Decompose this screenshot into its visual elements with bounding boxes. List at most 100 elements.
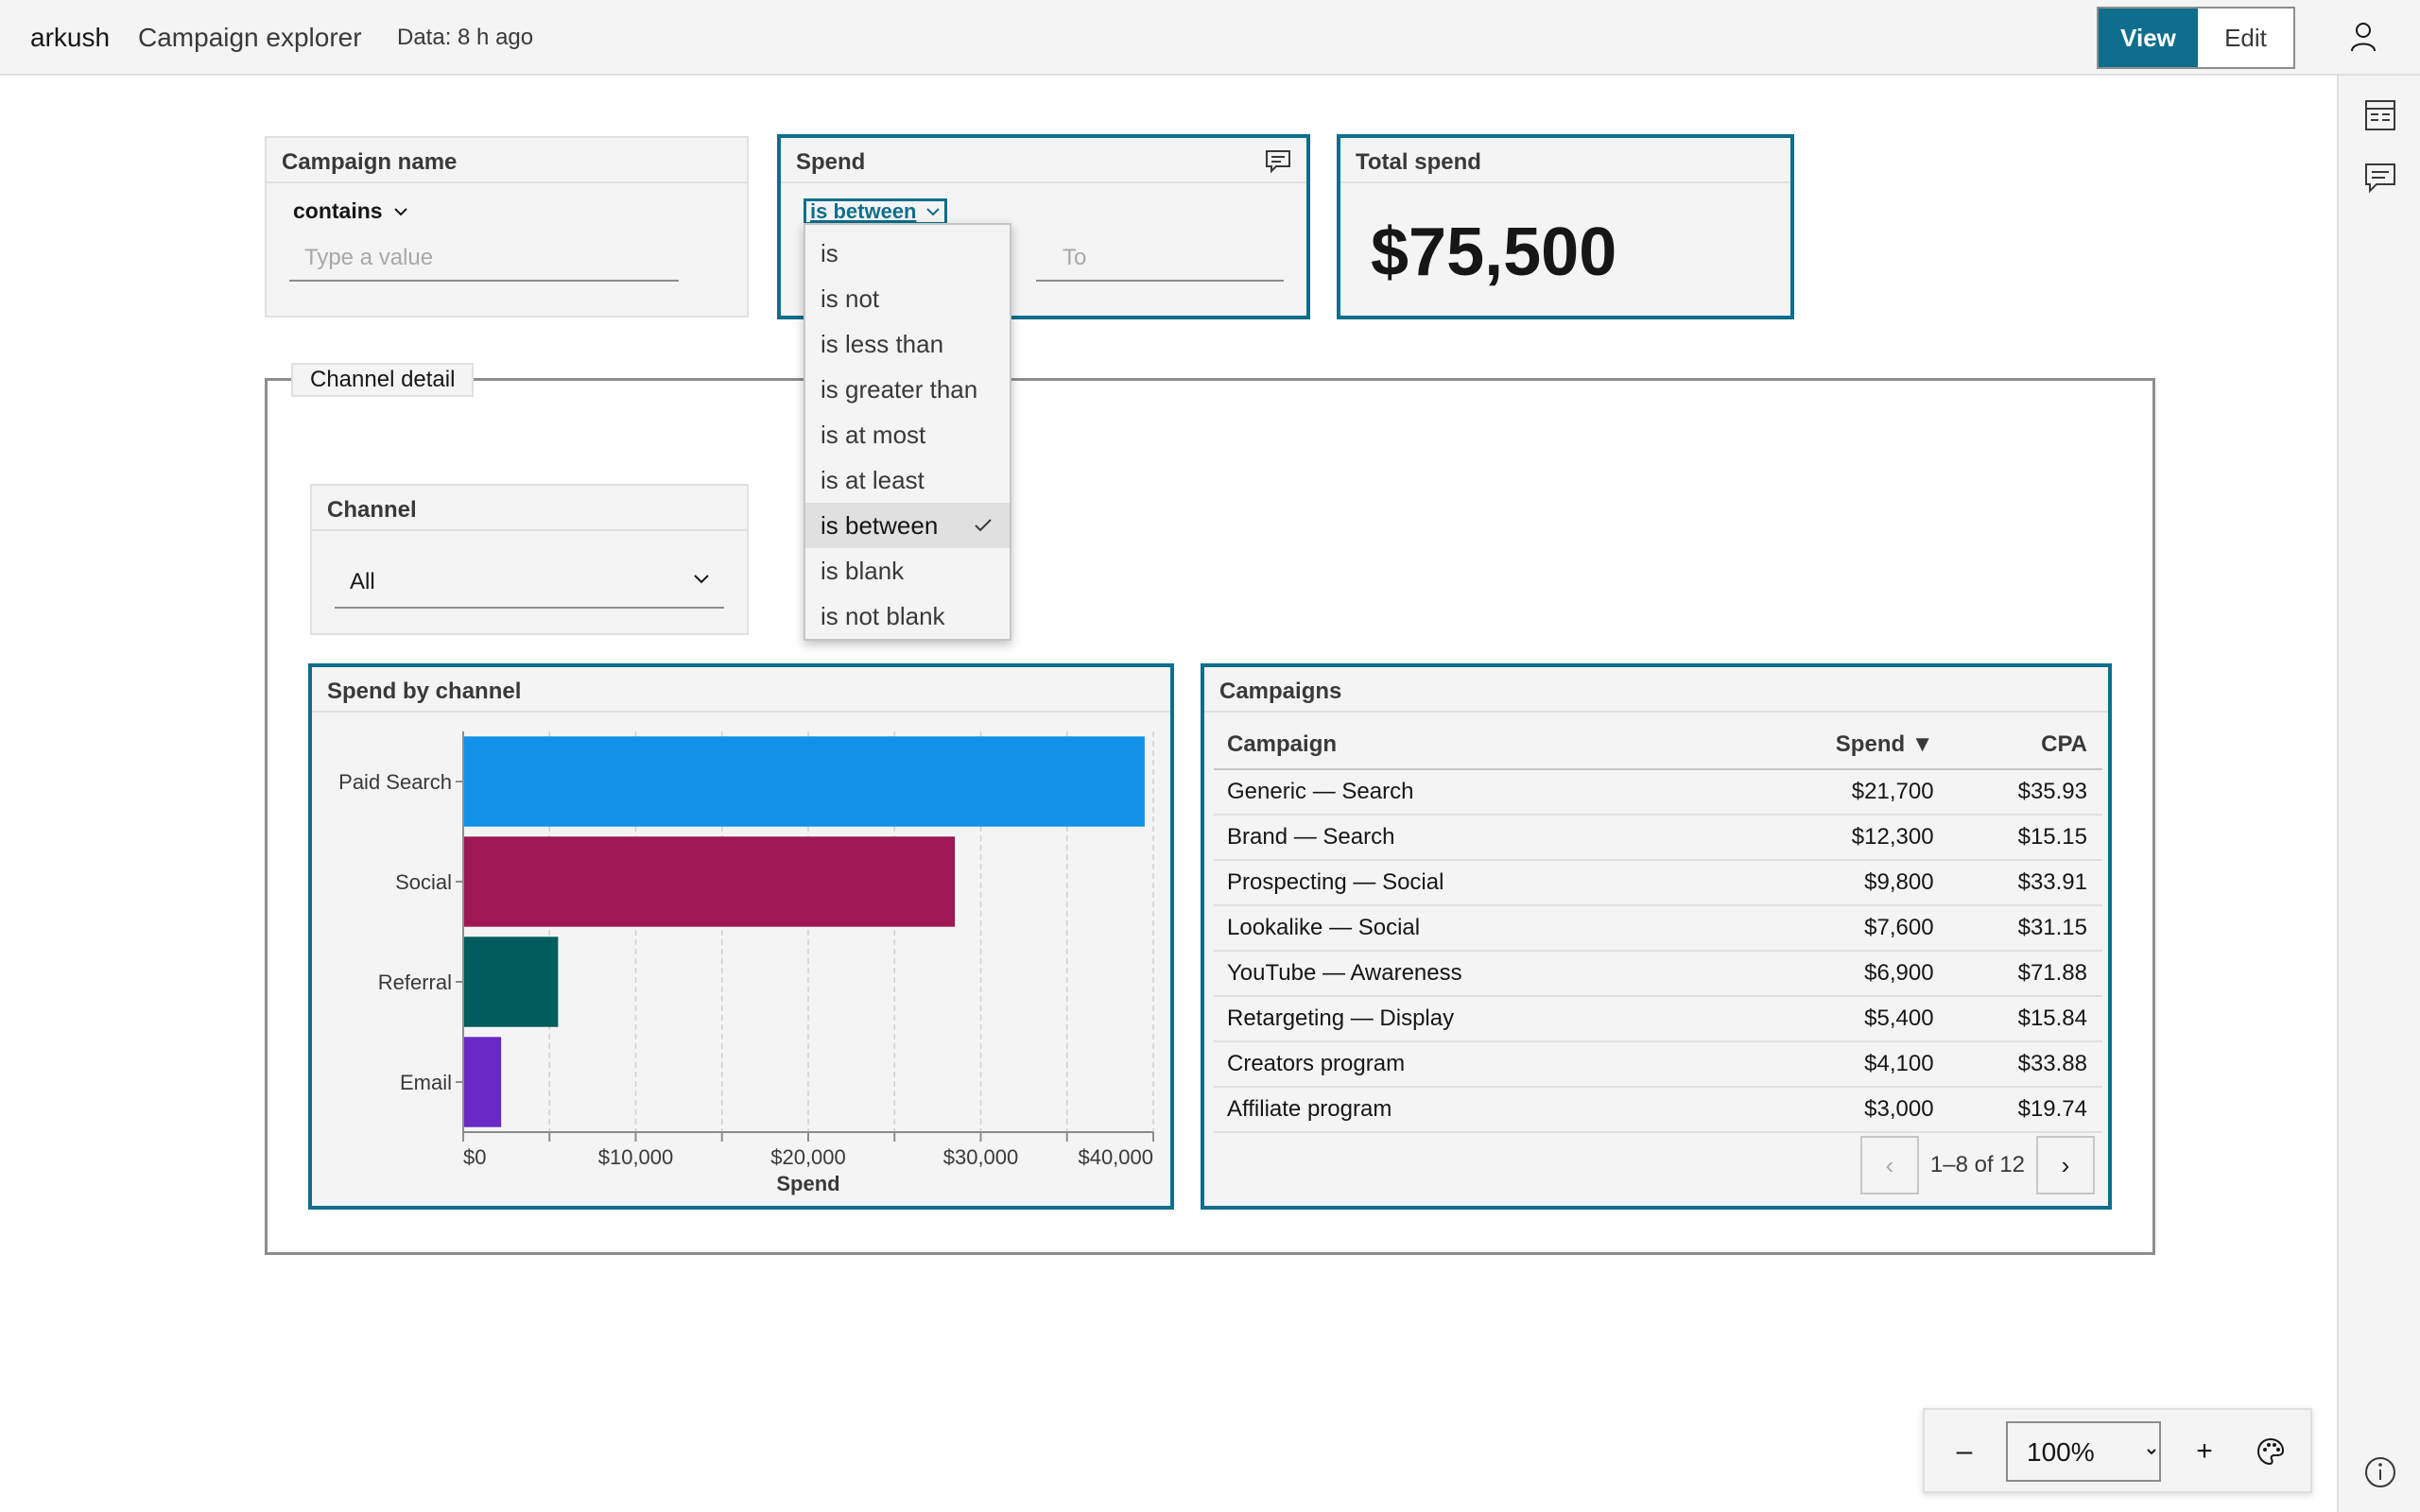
operator-select[interactable]: contains bbox=[293, 198, 409, 224]
y-tick-label: Referral bbox=[378, 971, 452, 994]
zoom-out-button[interactable]: – bbox=[1956, 1435, 1973, 1467]
prev-page-button[interactable]: ‹ bbox=[1859, 1136, 1919, 1194]
right-rail bbox=[2337, 76, 2420, 1512]
chevron-down-icon bbox=[926, 208, 941, 216]
column-header-spend[interactable]: Spend ▼ bbox=[1743, 720, 1949, 770]
menu-item[interactable]: is greater than bbox=[805, 367, 1010, 412]
filter-title: Channel bbox=[327, 497, 417, 523]
menu-item[interactable]: is blank bbox=[805, 548, 1010, 593]
operator-label: is between bbox=[810, 199, 917, 223]
info-icon[interactable] bbox=[2360, 1452, 2401, 1493]
menu-item-label: is at least bbox=[821, 466, 925, 494]
menu-item-label: is at most bbox=[821, 421, 926, 449]
menu-item[interactable]: is between bbox=[805, 503, 1010, 548]
campaign-name-input[interactable] bbox=[289, 236, 679, 282]
filter-title: Spend bbox=[796, 149, 866, 175]
table-row[interactable]: Lookalike — Social $7,600 $31.15 bbox=[1214, 905, 2102, 952]
bar-email bbox=[463, 1037, 502, 1127]
menu-item[interactable]: is less than bbox=[805, 321, 1010, 367]
table-row[interactable]: Creators program $4,100 $33.88 bbox=[1214, 1041, 2102, 1088]
x-tick-label: $40,000 bbox=[1078, 1145, 1153, 1169]
column-header-campaign[interactable]: Campaign bbox=[1214, 720, 1743, 770]
cell-spend: $7,600 bbox=[1743, 905, 1949, 952]
menu-item[interactable]: is not bbox=[805, 276, 1010, 321]
table-row[interactable]: YouTube — Awareness $6,900 $71.88 bbox=[1214, 951, 2102, 997]
cell-spend: $5,400 bbox=[1743, 996, 1949, 1042]
edit-button[interactable]: Edit bbox=[2224, 23, 2267, 52]
menu-item-label: is less than bbox=[821, 330, 944, 358]
next-page-button[interactable]: › bbox=[2036, 1136, 2095, 1194]
user-icon[interactable] bbox=[2342, 17, 2384, 59]
x-tick-label: $10,000 bbox=[598, 1145, 674, 1169]
cell-spend: $12,300 bbox=[1743, 815, 1949, 861]
chevron-down-icon bbox=[694, 575, 709, 584]
spend-by-channel-chart: Spend by channel Paid Search Social Referr… bbox=[308, 663, 1174, 1210]
mode-switch: View Edit bbox=[2097, 7, 2295, 69]
menu-item[interactable]: is not blank bbox=[805, 593, 1010, 639]
cell-cpa: $71.88 bbox=[1948, 951, 2102, 997]
menu-item[interactable]: is at least bbox=[805, 457, 1010, 503]
group-legend: Channel detail bbox=[291, 363, 475, 397]
tile-header: Channel bbox=[312, 486, 747, 531]
cell-spend: $9,800 bbox=[1743, 860, 1949, 906]
y-tick-label: Paid Search bbox=[338, 770, 452, 794]
channel-dropdown[interactable]: All bbox=[335, 558, 724, 609]
menu-item[interactable]: is at most bbox=[805, 412, 1010, 457]
bar-referral bbox=[463, 936, 559, 1027]
cell-spend: $3,000 bbox=[1743, 1087, 1949, 1133]
cell-spend: $6,900 bbox=[1743, 951, 1949, 997]
cell-campaign: Brand — Search bbox=[1214, 815, 1743, 861]
pagination: ‹ 1–8 of 12 › bbox=[1859, 1136, 2095, 1194]
cell-cpa: $15.15 bbox=[1948, 815, 2102, 861]
campaigns-table: Campaign Spend ▼ CPA Generic — Search $21… bbox=[1214, 720, 2102, 1133]
table-row[interactable]: Prospecting — Social $9,800 $33.91 bbox=[1214, 860, 2102, 906]
table-icon[interactable] bbox=[2360, 94, 2401, 136]
table-row[interactable]: Retargeting — Display $5,400 $15.84 bbox=[1214, 996, 2102, 1042]
cell-campaign: YouTube — Awareness bbox=[1214, 951, 1743, 997]
operator-select[interactable]: is between bbox=[804, 198, 948, 225]
cell-cpa: $33.91 bbox=[1948, 860, 2102, 906]
table-row[interactable]: Brand — Search $12,300 $15.15 bbox=[1214, 815, 2102, 861]
column-header-cpa[interactable]: CPA bbox=[1948, 720, 2102, 770]
zoom-in-button[interactable]: + bbox=[2196, 1435, 2213, 1467]
cell-campaign: Affiliate program bbox=[1214, 1087, 1743, 1133]
filter-title: Campaign name bbox=[282, 149, 458, 175]
cell-campaign: Lookalike — Social bbox=[1214, 905, 1743, 952]
y-tick-label: Social bbox=[395, 870, 452, 894]
spend-to-input[interactable] bbox=[1047, 236, 1284, 282]
tile-header: Spend by channel bbox=[312, 667, 1170, 713]
menu-item-label: is blank bbox=[821, 557, 905, 585]
operator-menu: is is not is less than is greater than is at… bbox=[804, 223, 1011, 641]
zoom-controls: – 100% + bbox=[1923, 1408, 2312, 1493]
cell-spend: $4,100 bbox=[1743, 1041, 1949, 1088]
table-title: Campaigns bbox=[1219, 679, 1342, 704]
cell-cpa: $33.88 bbox=[1948, 1041, 2102, 1088]
channel-detail-group bbox=[265, 378, 2155, 1255]
channel-value: All bbox=[350, 569, 375, 594]
cell-cpa: $31.15 bbox=[1948, 905, 2102, 952]
menu-item-label: is not blank bbox=[821, 602, 945, 630]
comment-icon[interactable] bbox=[2360, 157, 2401, 198]
channel-filter: Channel All bbox=[310, 484, 749, 635]
comment-icon[interactable] bbox=[1265, 149, 1291, 174]
table-row[interactable]: Affiliate program $3,000 $19.74 bbox=[1214, 1087, 2102, 1133]
operator-label: contains bbox=[293, 198, 383, 223]
kpi-title: Total spend bbox=[1356, 149, 1481, 175]
page-range: 1–8 of 12 bbox=[1929, 1152, 2025, 1177]
chart-title: Spend by channel bbox=[327, 679, 522, 704]
bar-social bbox=[463, 836, 956, 927]
cell-cpa: $15.84 bbox=[1948, 996, 2102, 1042]
tile-header: Spend bbox=[781, 138, 1306, 183]
bar-chart: Paid Search Social Referral Email $0 $10,000 $… bbox=[338, 731, 1154, 1195]
view-button[interactable]: View bbox=[2099, 9, 2198, 67]
menu-item[interactable]: is bbox=[805, 231, 1010, 276]
zoom-level-select[interactable]: 100% bbox=[2006, 1421, 2161, 1482]
checkmark-icon bbox=[975, 519, 992, 532]
chevron-down-icon bbox=[393, 207, 407, 215]
cell-cpa: $19.74 bbox=[1948, 1087, 2102, 1133]
table-row[interactable]: Generic — Search $21,700 $35.93 bbox=[1214, 769, 2102, 816]
cell-spend: $21,700 bbox=[1743, 769, 1949, 816]
menu-item-label: is greater than bbox=[821, 375, 978, 404]
tile-header: Campaign name bbox=[267, 138, 747, 183]
palette-icon[interactable] bbox=[2252, 1433, 2290, 1470]
